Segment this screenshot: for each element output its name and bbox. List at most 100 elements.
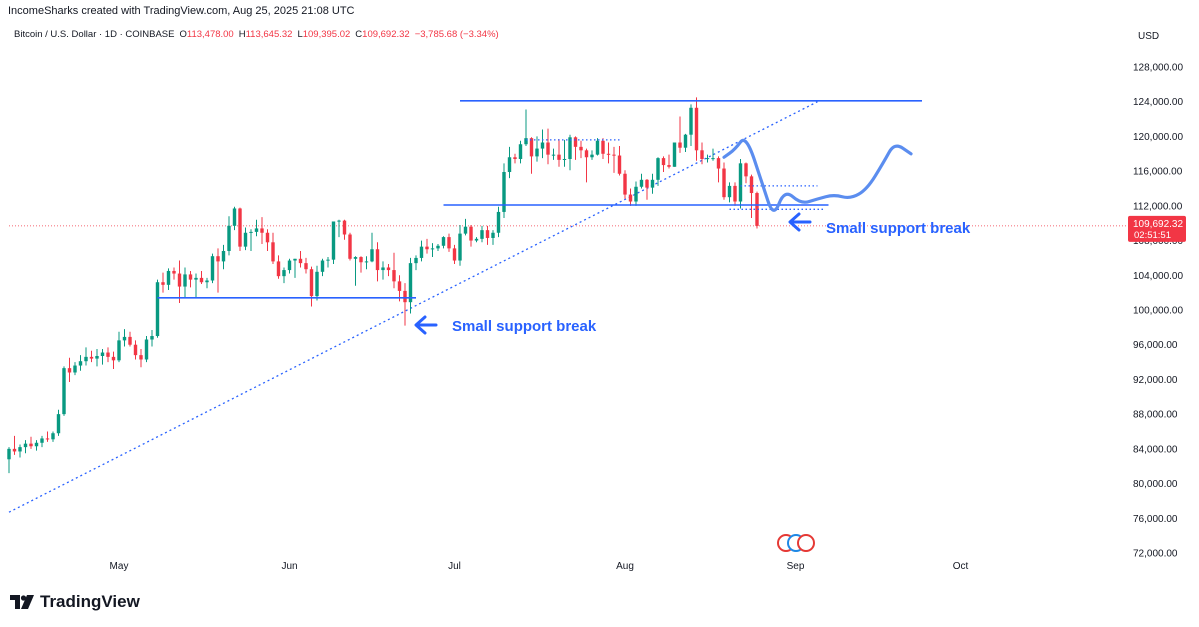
candle[interactable] [111, 351, 116, 370]
economic-events-icon[interactable] [777, 534, 815, 552]
candle[interactable] [106, 347, 110, 363]
candle[interactable] [601, 138, 605, 159]
candle[interactable] [403, 283, 407, 326]
candle[interactable] [62, 366, 66, 416]
candle[interactable] [491, 230, 495, 245]
candle[interactable] [485, 225, 490, 245]
candle[interactable] [320, 258, 325, 277]
candle[interactable] [386, 264, 391, 277]
candle[interactable] [381, 261, 385, 280]
candle[interactable] [458, 224, 462, 266]
candle[interactable] [419, 240, 424, 262]
candle[interactable] [238, 207, 242, 251]
candle[interactable] [166, 268, 171, 291]
candle[interactable] [155, 279, 160, 338]
candle[interactable] [507, 146, 512, 179]
candle[interactable] [353, 256, 358, 286]
candle[interactable] [744, 162, 748, 184]
candle[interactable] [513, 153, 517, 164]
candle[interactable] [221, 244, 226, 270]
candle[interactable] [617, 145, 622, 176]
candle[interactable] [364, 256, 369, 270]
candle[interactable] [348, 232, 352, 261]
candle[interactable] [309, 266, 314, 307]
candle[interactable] [326, 257, 330, 268]
candle[interactable] [463, 218, 468, 236]
candle[interactable] [331, 221, 336, 265]
candle[interactable] [51, 431, 55, 442]
candle[interactable] [738, 158, 743, 209]
candle[interactable] [139, 349, 143, 368]
candle[interactable] [216, 248, 220, 293]
tradingview-logo[interactable]: TradingView [10, 592, 140, 612]
candle[interactable] [430, 243, 435, 258]
candle[interactable] [645, 178, 649, 200]
candle[interactable] [183, 267, 187, 297]
candle[interactable] [243, 227, 248, 251]
candle[interactable] [612, 146, 616, 173]
candle[interactable] [84, 347, 88, 366]
candle[interactable] [89, 350, 94, 363]
candle[interactable] [667, 154, 671, 169]
candle[interactable] [628, 188, 633, 206]
candle[interactable] [227, 216, 231, 256]
candle[interactable] [733, 182, 737, 206]
candle[interactable] [100, 349, 105, 365]
candle[interactable] [606, 142, 611, 164]
candle[interactable] [194, 273, 198, 297]
candle[interactable] [529, 137, 534, 174]
candle[interactable] [452, 244, 457, 265]
candle[interactable] [584, 148, 589, 183]
candle[interactable] [95, 349, 99, 367]
candle[interactable] [128, 331, 132, 347]
candle[interactable] [298, 250, 303, 268]
candle[interactable] [551, 148, 556, 160]
candle[interactable] [392, 252, 396, 289]
candle[interactable] [414, 255, 418, 271]
candle[interactable] [161, 272, 165, 293]
candle[interactable] [656, 157, 660, 186]
candle[interactable] [595, 138, 600, 156]
candle[interactable] [249, 229, 253, 251]
annotation-arrow-june[interactable] [414, 315, 438, 335]
candle[interactable] [518, 140, 523, 164]
candle[interactable] [727, 182, 732, 203]
candle[interactable] [172, 267, 176, 280]
candle[interactable] [210, 253, 215, 284]
candle[interactable] [260, 217, 264, 245]
candle[interactable] [683, 133, 688, 153]
candle[interactable] [232, 206, 237, 231]
candle[interactable] [7, 447, 11, 474]
candle[interactable] [78, 355, 83, 371]
candle[interactable] [293, 258, 297, 278]
candle[interactable] [40, 435, 44, 448]
candle[interactable] [469, 224, 473, 247]
candle[interactable] [678, 116, 682, 153]
candle[interactable] [568, 134, 572, 171]
candle[interactable] [711, 148, 715, 161]
candle[interactable] [199, 270, 204, 284]
candle[interactable] [447, 233, 451, 252]
candle[interactable] [23, 440, 28, 454]
candle[interactable] [562, 139, 567, 167]
candle[interactable] [441, 236, 446, 249]
candle[interactable] [540, 129, 545, 159]
candle[interactable] [315, 265, 319, 301]
candle[interactable] [694, 97, 699, 161]
candle[interactable] [705, 154, 710, 163]
candle[interactable] [639, 173, 644, 189]
candle[interactable] [342, 219, 347, 240]
candle[interactable] [650, 173, 655, 194]
candle[interactable] [337, 219, 341, 238]
candle[interactable] [755, 191, 759, 229]
candle[interactable] [73, 362, 77, 376]
candle[interactable] [722, 162, 726, 200]
candle[interactable] [67, 357, 72, 383]
candle[interactable] [359, 256, 363, 273]
candle[interactable] [254, 219, 259, 237]
candle[interactable] [623, 170, 627, 199]
candle[interactable] [271, 232, 275, 265]
candle[interactable] [474, 237, 479, 243]
annotation-arrow-august[interactable] [788, 212, 812, 232]
